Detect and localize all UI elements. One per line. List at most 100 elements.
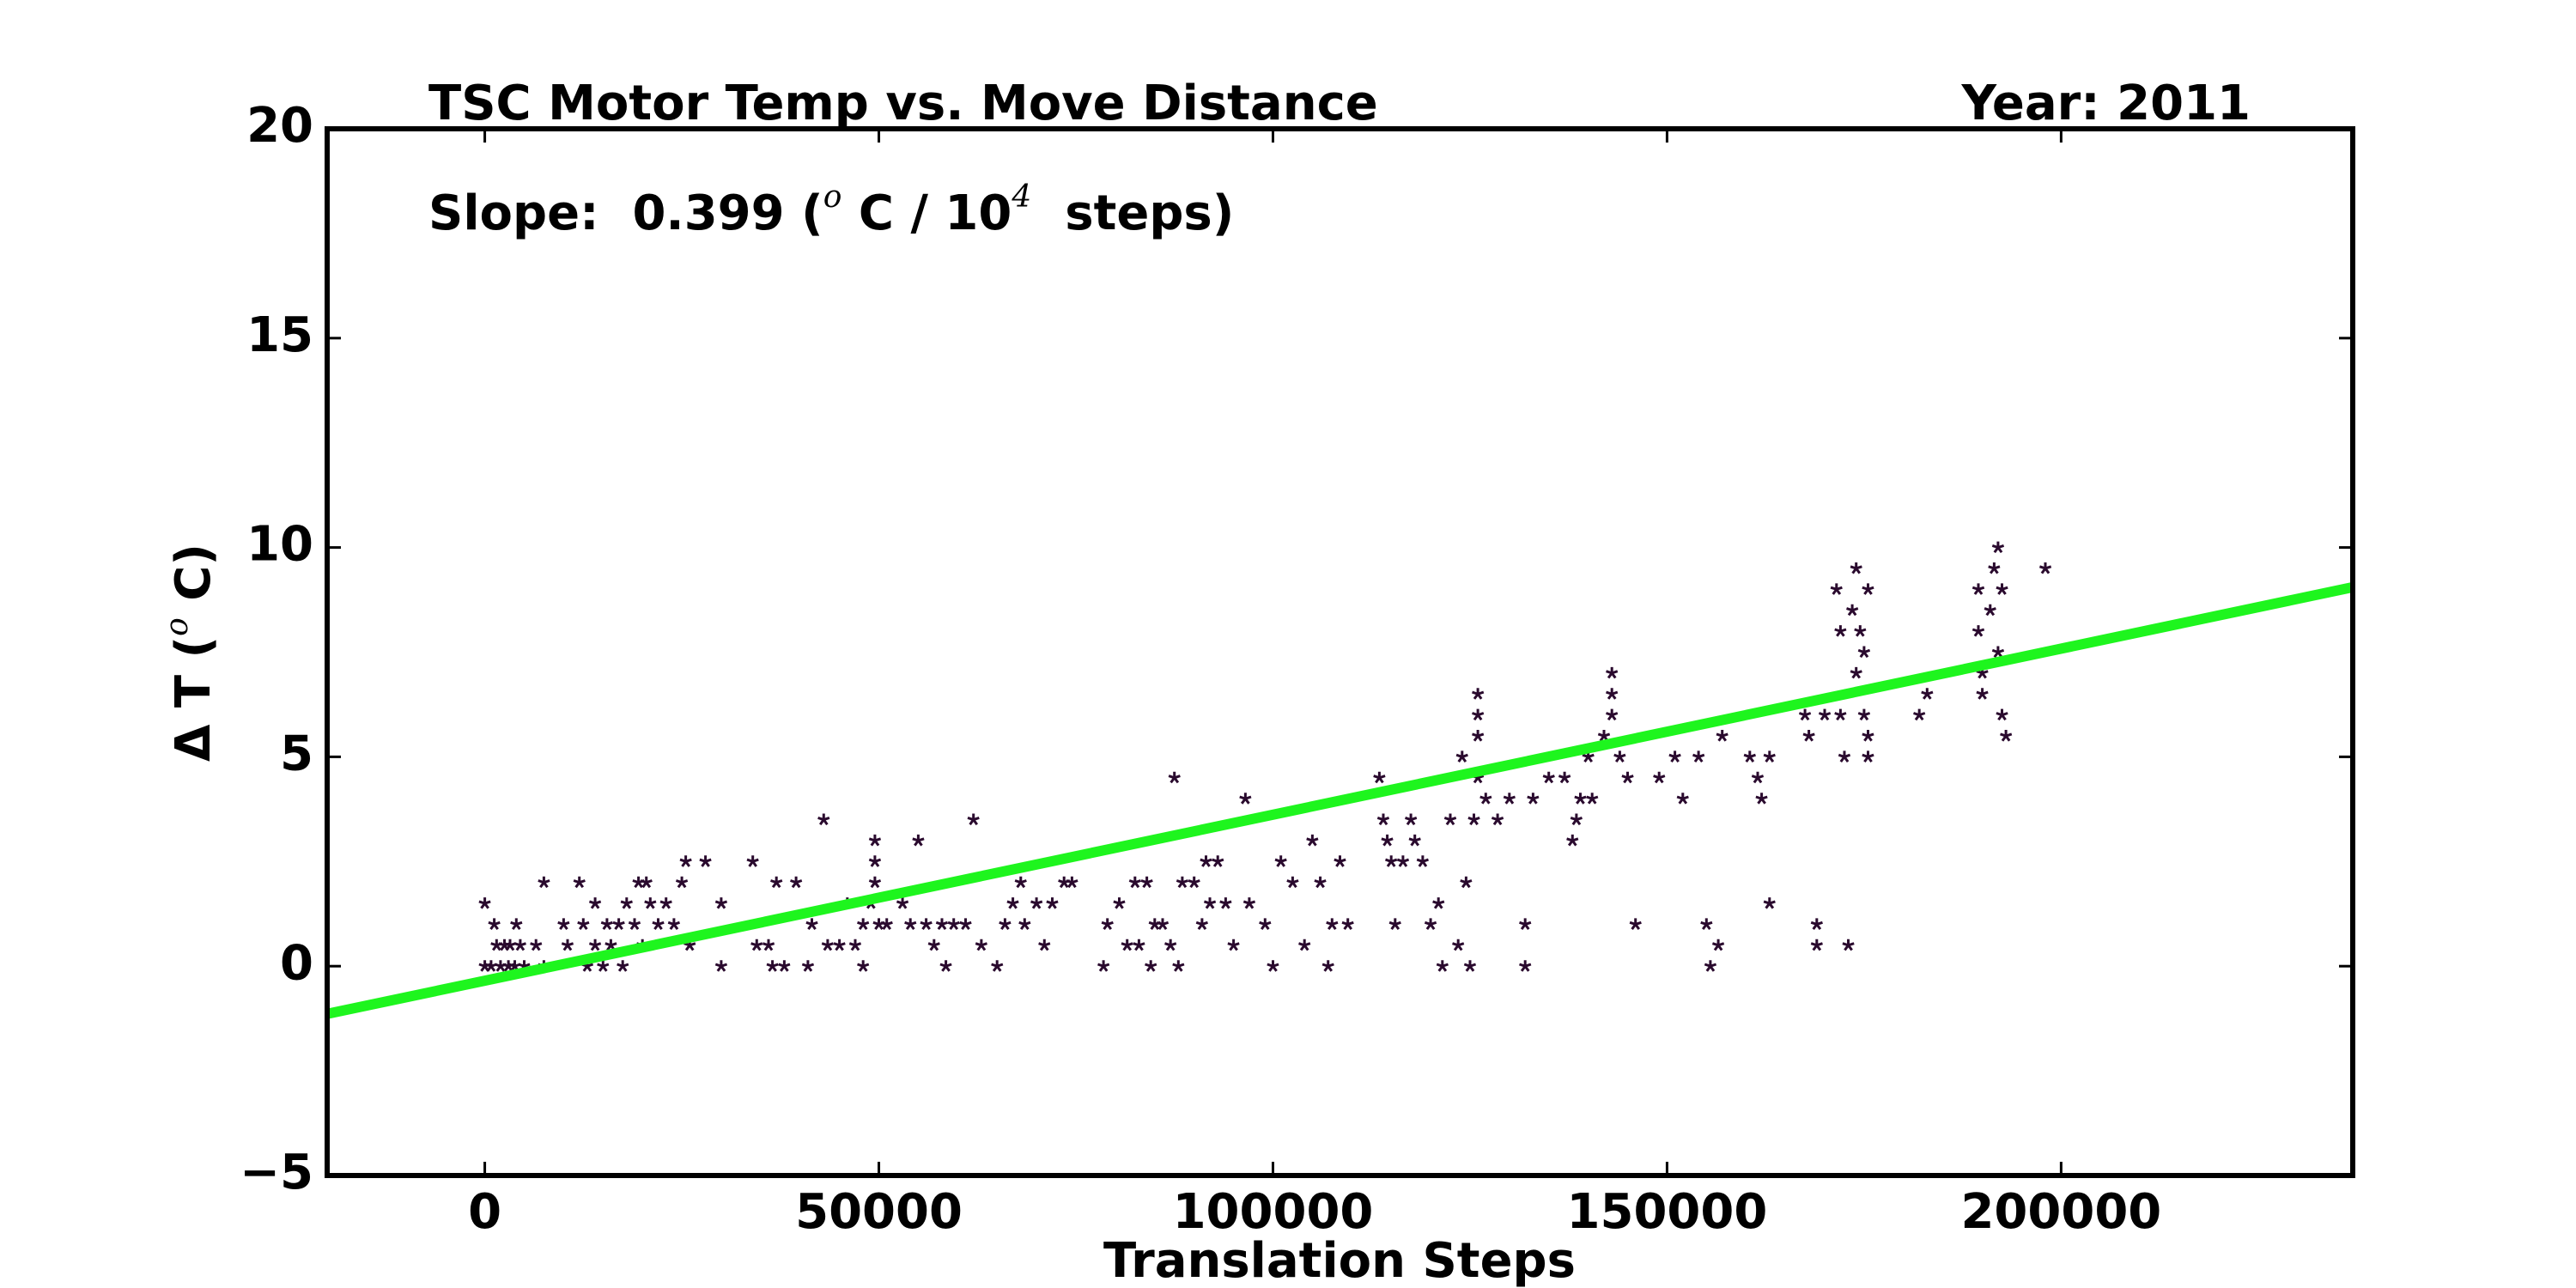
year-label: Year: 2011 bbox=[1960, 76, 2251, 131]
scatter-point bbox=[1140, 876, 1153, 889]
y-tick-label: 5 bbox=[280, 726, 313, 782]
scatter-point bbox=[1763, 897, 1776, 909]
scatter-point bbox=[1408, 834, 1421, 847]
text-part: C / 10 bbox=[841, 185, 1012, 241]
x-tick-label: 200000 bbox=[1960, 1184, 2161, 1240]
scatter-point bbox=[1846, 604, 1859, 617]
scatter-point bbox=[1574, 793, 1587, 805]
scatter-point bbox=[1676, 793, 1689, 805]
scatter-point bbox=[1857, 646, 1871, 659]
scatter-point bbox=[640, 876, 653, 889]
scatter-point bbox=[1472, 729, 1485, 742]
scatter-point bbox=[1164, 939, 1177, 951]
scatter-point bbox=[679, 855, 692, 867]
y-tick-label: 0 bbox=[280, 935, 313, 991]
scatter-point bbox=[1862, 729, 1874, 742]
scatter-point bbox=[1743, 750, 1756, 762]
scatter-point bbox=[1298, 939, 1311, 951]
scatter-point bbox=[975, 939, 987, 951]
scatter-point bbox=[557, 918, 570, 930]
scatter-point bbox=[1802, 729, 1815, 742]
scatter-point bbox=[1203, 897, 1217, 909]
scatter-point bbox=[746, 855, 759, 867]
scatter-point bbox=[1519, 918, 1532, 930]
scatter-point bbox=[1334, 855, 1346, 867]
scatter-point bbox=[588, 897, 602, 909]
scatter-point bbox=[1321, 960, 1334, 972]
scatter-point bbox=[939, 960, 952, 972]
scatter-point bbox=[1971, 583, 1985, 595]
scatter-point bbox=[597, 960, 610, 972]
scatter-point bbox=[605, 939, 617, 951]
x-tick-label: 0 bbox=[468, 1184, 501, 1240]
scatter-point bbox=[1452, 939, 1465, 951]
scatter-point bbox=[1921, 688, 1934, 700]
scatter-point bbox=[1751, 771, 1765, 784]
chart-title: TSC Motor Temp vs. Move Distance bbox=[428, 76, 1378, 131]
scatter-point bbox=[1463, 960, 1477, 972]
scatter-point bbox=[1030, 897, 1043, 909]
scatter-point bbox=[1314, 876, 1327, 889]
scatter-point bbox=[1558, 771, 1571, 784]
x-tick-label: 50000 bbox=[795, 1184, 963, 1240]
scatter-point bbox=[1326, 918, 1339, 930]
scatter-point bbox=[1996, 708, 2008, 721]
scatter-point bbox=[1862, 750, 1874, 762]
scatter-point bbox=[868, 834, 882, 847]
scatter-point bbox=[1582, 750, 1595, 762]
scatter-point bbox=[1542, 771, 1555, 784]
scatter-point bbox=[1810, 918, 1823, 930]
scatter-point bbox=[714, 897, 728, 909]
scatter-point bbox=[857, 918, 870, 930]
scatter-point bbox=[1097, 960, 1110, 972]
scatter-point bbox=[1274, 855, 1287, 867]
scatter-point bbox=[1971, 625, 1985, 637]
scatter-point bbox=[935, 918, 949, 930]
scatter-point bbox=[577, 918, 590, 930]
scatter-point bbox=[817, 813, 830, 826]
x-axis-label: Translation Steps bbox=[1103, 1233, 1576, 1288]
scatter-point bbox=[1629, 918, 1642, 930]
scatter-point bbox=[2000, 729, 2013, 742]
scatter-point bbox=[1519, 960, 1532, 972]
scatter-point bbox=[1755, 793, 1768, 805]
scatter-point bbox=[947, 918, 960, 930]
scatter-point bbox=[927, 939, 940, 951]
scatter-point bbox=[1188, 876, 1200, 889]
scatter-point bbox=[1850, 666, 1862, 679]
scatter-point bbox=[750, 939, 763, 951]
scatter-point bbox=[714, 960, 728, 972]
scatter-point bbox=[1432, 897, 1445, 909]
scatter-point bbox=[1834, 708, 1847, 721]
scatter-point bbox=[1396, 855, 1410, 867]
superscript: o bbox=[823, 179, 842, 215]
superscript: o bbox=[160, 617, 195, 636]
y-tick-label: 15 bbox=[246, 307, 313, 363]
scatter-point bbox=[1692, 750, 1705, 762]
scatter-point bbox=[920, 918, 933, 930]
scatter-point bbox=[1259, 918, 1272, 930]
scatter-point bbox=[1018, 918, 1031, 930]
scatter-point bbox=[1424, 918, 1437, 930]
scatter-point bbox=[1046, 897, 1059, 909]
scatter-point bbox=[1838, 750, 1851, 762]
scatter-point bbox=[1566, 834, 1579, 847]
scatter-point bbox=[1219, 897, 1232, 909]
scatter-point bbox=[503, 939, 517, 951]
text-part: steps) bbox=[1031, 185, 1234, 241]
scatter-point bbox=[762, 939, 775, 951]
plot-area bbox=[327, 541, 2353, 1019]
scatter-point bbox=[1436, 960, 1449, 972]
y-tick-label: −5 bbox=[240, 1145, 313, 1200]
scatter-point bbox=[1128, 876, 1141, 889]
scatter-point bbox=[1700, 918, 1713, 930]
scatter-point bbox=[1976, 688, 1989, 700]
scatter-point bbox=[1606, 666, 1619, 679]
scatter-point bbox=[880, 918, 893, 930]
scatter-point bbox=[959, 918, 972, 930]
text-part: Slope: 0.399 ( bbox=[428, 185, 823, 241]
scatter-point bbox=[1242, 897, 1256, 909]
scatter-point bbox=[2038, 562, 2052, 574]
scatter-point bbox=[999, 918, 1012, 930]
scatter-point bbox=[766, 960, 779, 972]
